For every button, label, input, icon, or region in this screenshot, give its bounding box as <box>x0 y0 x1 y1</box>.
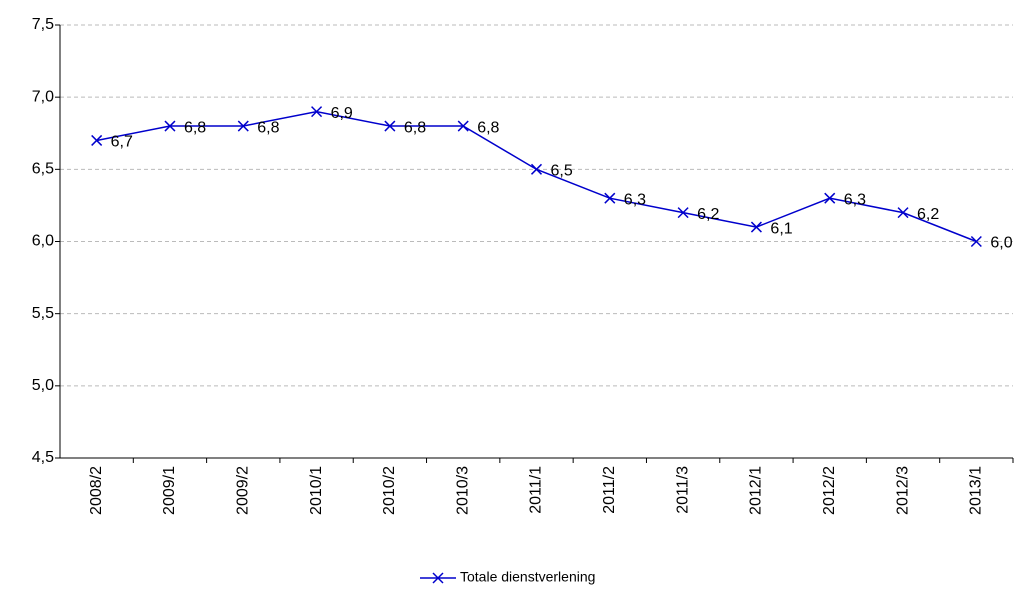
marker <box>897 207 909 219</box>
data-label: 6,8 <box>257 119 279 136</box>
data-label: 6,2 <box>917 206 939 223</box>
data-label: 6,8 <box>404 119 426 136</box>
x-tick-label: 2010/3 <box>454 466 471 515</box>
marker <box>750 221 762 233</box>
marker <box>530 163 543 175</box>
marker <box>91 134 103 146</box>
data-label: 6,1 <box>770 220 792 237</box>
y-tick-label: 5,0 <box>32 377 54 394</box>
y-tick-label: 7,5 <box>32 16 54 33</box>
marker <box>604 192 616 204</box>
x-tick-label: 2013/1 <box>968 466 985 515</box>
data-label: 6,8 <box>184 119 206 136</box>
x-tick-label: 2009/2 <box>234 466 251 515</box>
marker <box>164 120 176 132</box>
legend-marker <box>432 572 444 584</box>
data-label: 6,5 <box>551 163 573 180</box>
data-label: 6,9 <box>331 105 353 122</box>
marker <box>384 120 396 132</box>
legend-label: Totale dienstverlening <box>460 569 595 585</box>
data-label: 6,8 <box>477 119 499 136</box>
x-tick-label: 2012/3 <box>894 466 911 515</box>
marker <box>970 235 982 248</box>
x-tick-label: 2010/2 <box>381 466 398 515</box>
x-tick-label: 2008/2 <box>88 466 105 515</box>
marker <box>824 192 836 204</box>
x-tick-label: 2012/2 <box>821 466 838 515</box>
marker <box>237 120 249 132</box>
data-label: 6,0 <box>990 235 1012 252</box>
marker <box>457 120 469 132</box>
series-line <box>96 110 977 243</box>
y-tick-label: 6,0 <box>32 233 54 250</box>
x-tick-label: 2011/2 <box>601 466 618 514</box>
x-tick-label: 2010/1 <box>308 466 325 515</box>
x-tick-label: 2011/1 <box>528 466 545 514</box>
y-tick-label: 4,5 <box>32 449 54 466</box>
x-tick-label: 2011/3 <box>674 466 691 514</box>
data-label: 6,3 <box>844 191 866 208</box>
x-tick-label: 2012/1 <box>748 466 765 515</box>
x-tick-label: 2009/1 <box>161 466 178 515</box>
y-tick-label: 5,5 <box>32 305 54 322</box>
data-label: 6,2 <box>697 206 719 223</box>
data-label: 6,7 <box>111 134 133 151</box>
data-label: 6,3 <box>624 191 646 208</box>
y-tick-label: 6,5 <box>32 161 54 178</box>
y-tick-label: 7,0 <box>32 88 54 105</box>
marker <box>311 106 323 118</box>
marker <box>677 207 689 219</box>
